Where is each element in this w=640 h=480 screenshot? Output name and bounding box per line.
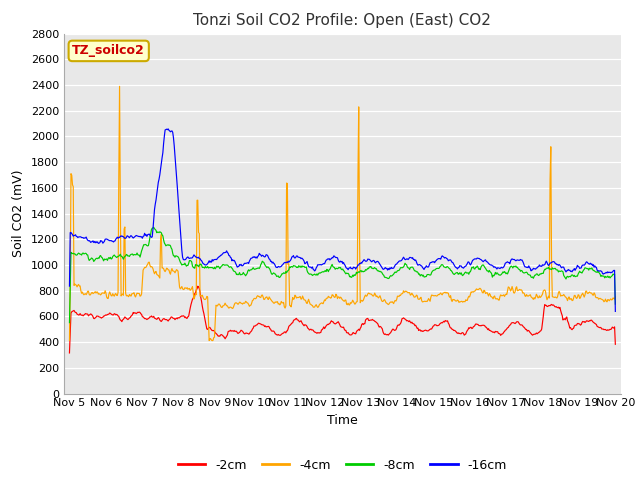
-16cm: [132, 233, 140, 239]
-8cm: [76, 251, 83, 256]
-4cm: [188, 286, 196, 291]
Line: -8cm: -8cm: [70, 228, 615, 323]
Line: -2cm: -2cm: [70, 286, 615, 353]
-8cm: [150, 225, 157, 230]
-8cm: [188, 259, 196, 264]
-2cm: [66, 350, 74, 356]
-2cm: [611, 341, 619, 347]
Line: -4cm: -4cm: [70, 86, 615, 341]
-16cm: [76, 234, 83, 240]
Line: -16cm: -16cm: [70, 129, 615, 312]
-2cm: [187, 302, 195, 308]
-4cm: [611, 294, 619, 300]
-2cm: [410, 321, 417, 327]
-2cm: [76, 312, 83, 318]
-8cm: [217, 264, 225, 270]
-8cm: [132, 252, 140, 258]
-8cm: [410, 265, 417, 271]
-4cm: [66, 337, 74, 343]
-4cm: [209, 338, 216, 344]
-2cm: [132, 310, 140, 316]
-4cm: [426, 299, 434, 304]
X-axis label: Time: Time: [327, 414, 358, 427]
-16cm: [66, 283, 74, 289]
-16cm: [426, 262, 433, 267]
-4cm: [218, 304, 225, 310]
-16cm: [410, 257, 417, 263]
Text: TZ_soilco2: TZ_soilco2: [72, 44, 145, 58]
-8cm: [611, 301, 619, 307]
-8cm: [426, 272, 433, 278]
-2cm: [217, 332, 225, 338]
-16cm: [217, 252, 225, 258]
-4cm: [116, 84, 124, 89]
-16cm: [611, 309, 619, 314]
Y-axis label: Soil CO2 (mV): Soil CO2 (mV): [12, 170, 26, 257]
Title: Tonzi Soil CO2 Profile: Open (East) CO2: Tonzi Soil CO2 Profile: Open (East) CO2: [193, 13, 492, 28]
-16cm: [188, 255, 196, 261]
-4cm: [76, 283, 83, 289]
-16cm: [164, 126, 172, 132]
Legend: -2cm, -4cm, -8cm, -16cm: -2cm, -4cm, -8cm, -16cm: [173, 454, 512, 477]
-2cm: [426, 327, 433, 333]
-4cm: [132, 292, 140, 298]
-8cm: [66, 320, 74, 325]
-2cm: [194, 283, 202, 289]
-4cm: [410, 294, 418, 300]
